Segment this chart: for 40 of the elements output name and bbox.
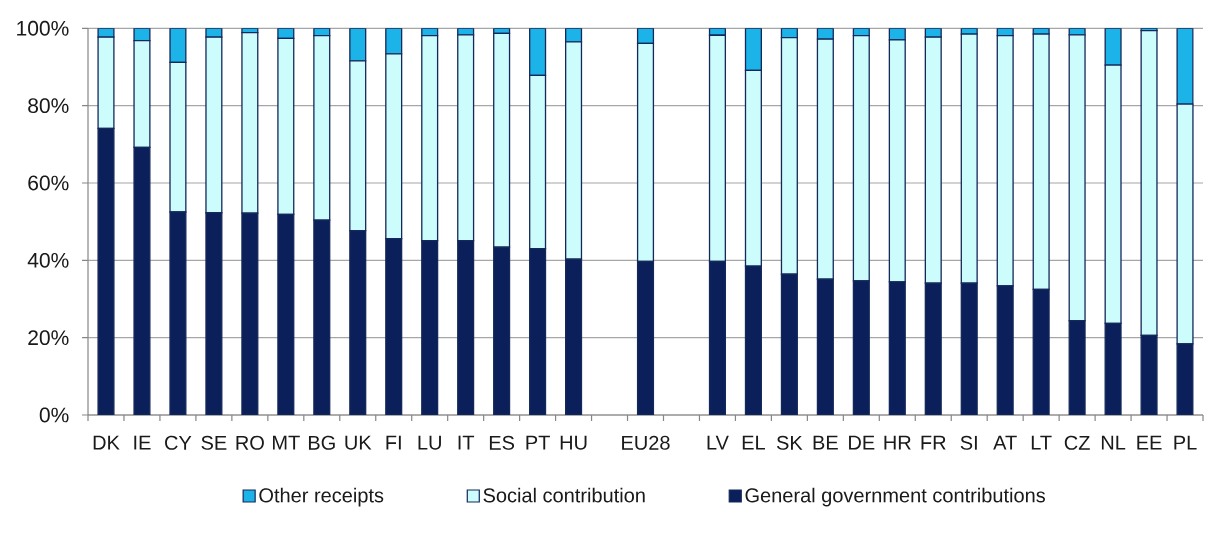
x-tick-label: RO	[236, 435, 264, 450]
x-tick-label: SK	[776, 435, 803, 450]
x-tick-label: AT	[993, 435, 1017, 450]
bar	[744, 28, 762, 72]
y-tick-label: 80%	[28, 98, 69, 114]
y-tick-label: 60%	[28, 175, 69, 191]
x-tick-label: NL	[1101, 435, 1126, 450]
x-tick-label: SE	[201, 435, 227, 450]
x-tick-label: DE	[849, 435, 875, 450]
y-tick-label: 0%	[39, 407, 69, 423]
y-tick-label: 100%	[17, 20, 69, 36]
bar	[529, 28, 547, 77]
x-tick-label: HU	[560, 435, 587, 450]
x-tick-label: SI	[960, 435, 977, 450]
legend-label: General government contributions	[745, 487, 1045, 507]
y-tick-label: 20%	[28, 330, 69, 346]
legend-label: Social contribution	[483, 487, 645, 503]
x-tick-label: BE	[813, 435, 838, 450]
x-tick-label: BG	[308, 435, 335, 450]
x-tick-label: PL	[1174, 435, 1197, 450]
legend-label: Other receipts	[259, 487, 384, 507]
x-tick-label: FR	[921, 435, 946, 450]
x-tick-label: EE	[1137, 435, 1162, 450]
x-tick-label: PT	[526, 435, 550, 450]
x-tick-label: UK	[345, 435, 372, 450]
x-tick-label: CZ	[1064, 435, 1090, 450]
x-tick-label: ES	[489, 435, 515, 450]
y-tick-label: 40%	[27, 252, 69, 268]
x-tick-label: MT	[273, 435, 300, 450]
x-tick-label: IT	[458, 435, 475, 450]
x-tick-label: EL	[742, 435, 765, 450]
x-tick-label: FI	[386, 435, 401, 450]
x-tick-label: DK	[93, 435, 120, 450]
x-tick-label: CY	[165, 435, 192, 450]
x-tick-label: LU	[418, 435, 441, 450]
x-tick-label: LT	[1031, 435, 1052, 450]
x-tick-label: IE	[134, 435, 151, 450]
x-tick-label: EU28	[622, 435, 670, 450]
x-tick-label: HR	[884, 435, 911, 450]
x-tick-label: LV	[707, 435, 729, 450]
